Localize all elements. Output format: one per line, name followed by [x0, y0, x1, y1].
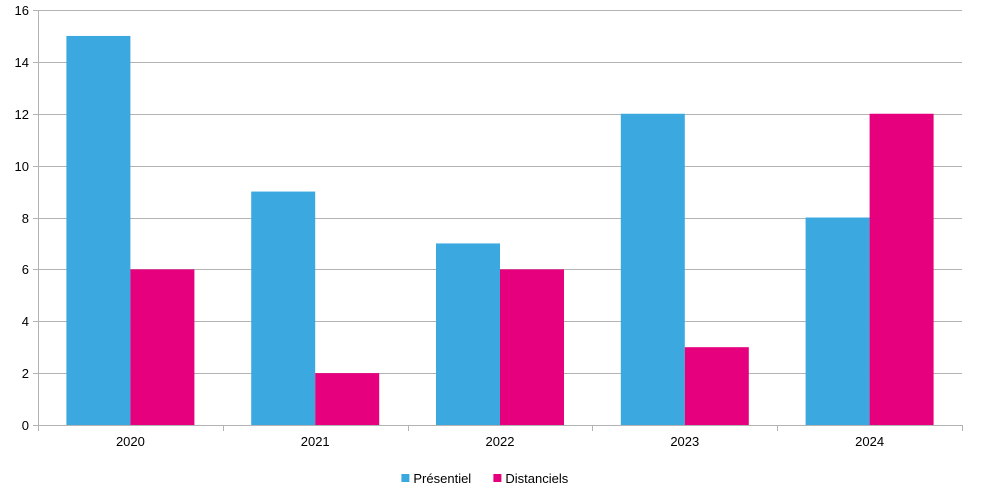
bar-distanciels-2021 — [315, 373, 380, 425]
bar-pr-sentiel-2021 — [251, 191, 316, 425]
y-axis-ticks: 0 2 4 6 8 10 12 14 16 — [15, 3, 29, 433]
x-tick-label: 2024 — [855, 434, 884, 449]
legend-label: Distanciels — [505, 471, 568, 486]
x-tick-label: 2020 — [116, 434, 145, 449]
y-tick-label: 4 — [22, 314, 29, 329]
y-tick-label: 14 — [15, 55, 29, 70]
x-tick-label: 2021 — [301, 434, 330, 449]
bar-pr-sentiel-2024 — [805, 217, 870, 425]
bar-pr-sentiel-2022 — [436, 243, 500, 425]
bar-distanciels-2023 — [684, 347, 749, 425]
legend-label: Présentiel — [413, 471, 471, 486]
legend-swatch-distanciels — [493, 474, 502, 482]
y-tick-label: 8 — [22, 211, 29, 226]
y-tick-label: 6 — [22, 262, 29, 277]
bar-distanciels-2022 — [500, 269, 564, 425]
x-axis-ticks: 2020 2021 2022 2023 2024 — [116, 434, 884, 449]
y-tick-label: 2 — [22, 366, 29, 381]
axes — [38, 10, 963, 431]
legend: Présentiel Distanciels — [401, 471, 569, 486]
x-tick-label: 2022 — [486, 434, 515, 449]
bar-distanciels-2024 — [869, 113, 934, 425]
y-tick-label: 12 — [15, 107, 29, 122]
y-tick-label: 16 — [15, 3, 29, 18]
bar-distanciels-2020 — [130, 269, 195, 425]
bars — [66, 35, 934, 425]
bar-pr-sentiel-2020 — [66, 35, 131, 425]
legend-swatch-pr-sentiel — [401, 474, 410, 482]
bar-pr-sentiel-2023 — [620, 113, 685, 425]
y-tick-label: 10 — [15, 159, 29, 174]
y-tick-label: 0 — [22, 418, 29, 433]
x-tick-label: 2023 — [670, 434, 699, 449]
